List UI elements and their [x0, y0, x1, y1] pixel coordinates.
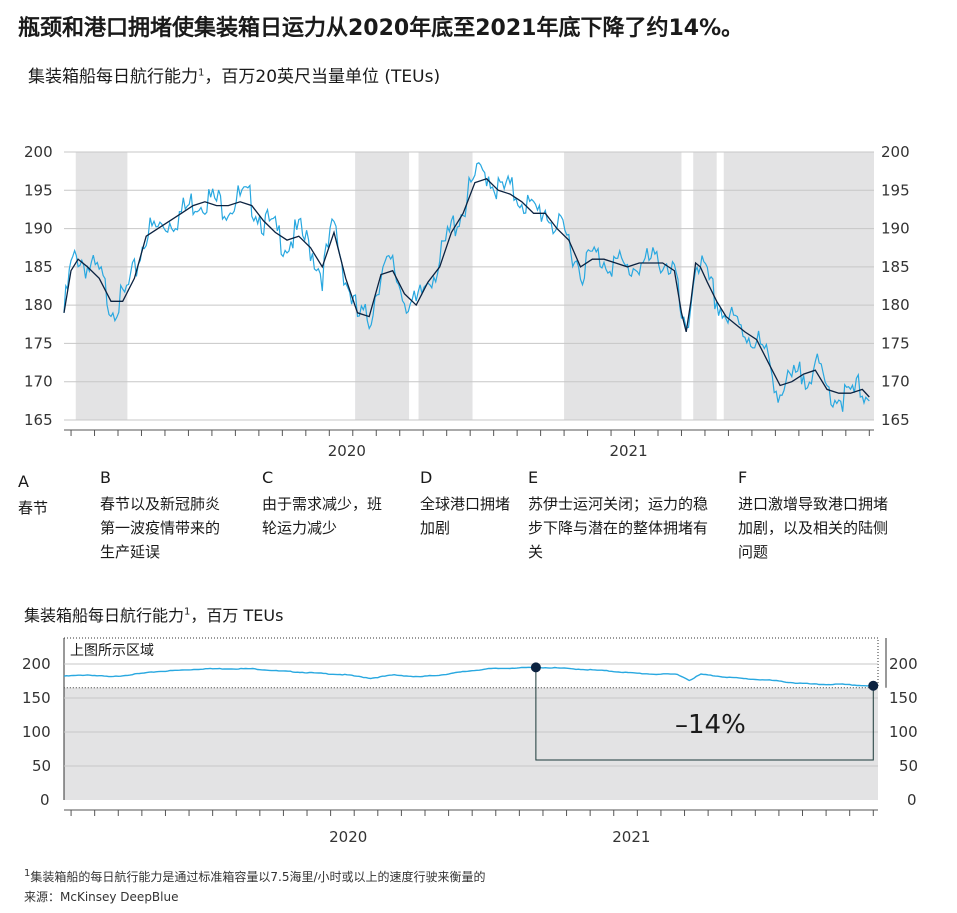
y-tick-left-150: 150 — [22, 689, 51, 707]
y-tick-left-50: 50 — [32, 757, 51, 775]
footnote: 1集装箱船的每日航行能力是通过标准箱容量以7.5海里/小时或以上的速度行驶来衡量… — [24, 868, 486, 884]
region-label: 上图所示区域 — [70, 643, 154, 659]
note-text: 苏伊士运河关闭；运力的稳步下降与潜在的整体拥堵有关 — [528, 495, 709, 561]
series-average-line — [63, 178, 870, 398]
note-text: 进口激增导致港口拥堵加剧，以及相关的陆侧问题 — [738, 495, 889, 561]
x-tick-label-2021: 2021 — [609, 442, 647, 460]
note-f: F 进口激增导致港口拥堵加剧，以及相关的陆侧问题 — [738, 466, 898, 564]
note-e: E 苏伊士运河关闭；运力的稳步下降与潜在的整体拥堵有关 — [528, 466, 713, 564]
y-tick-left-185: 185 — [24, 258, 53, 276]
note-b: B 春节以及新冠肺炎第一波疫情带来的生产延误 — [100, 466, 230, 564]
note-d: D 全球港口拥堵加剧 — [420, 466, 520, 540]
y-tick-right-200: 200 — [889, 655, 918, 673]
y-tick-right-100: 100 — [889, 723, 918, 741]
y-tick-right-50: 50 — [899, 757, 918, 775]
change-point-end — [868, 680, 879, 691]
y-tick-left-0: 0 — [40, 791, 50, 809]
note-letter: A — [18, 472, 29, 491]
y-tick-left-200: 200 — [24, 143, 53, 161]
change-bracket — [535, 667, 874, 761]
note-letter: C — [262, 468, 274, 487]
y-tick-right-0: 0 — [907, 791, 917, 809]
y-tick-left-200: 200 — [22, 655, 51, 673]
shaded-period-c — [418, 152, 473, 420]
y-tick-right-195: 195 — [881, 181, 910, 199]
note-letter: B — [100, 468, 111, 487]
note-text: 春节以及新冠肺炎第一波疫情带来的生产延误 — [100, 495, 221, 561]
y-tick-right-170: 170 — [881, 373, 910, 391]
note-text: 春节 — [18, 499, 49, 517]
note-letter: E — [528, 468, 539, 487]
x-tick-label-2020: 2020 — [328, 442, 366, 460]
y-tick-right-165: 165 — [881, 411, 910, 429]
y-tick-left-180: 180 — [24, 296, 53, 314]
change-point-start — [530, 662, 541, 673]
change-label: –14% — [675, 710, 746, 740]
shaded-period-e — [693, 152, 717, 420]
x-tick-label-2021: 2021 — [612, 828, 650, 846]
bottom-chart-subtitle: 集装箱船每日航行能力1，百万 TEUs — [24, 606, 284, 625]
y-tick-left-100: 100 — [22, 723, 51, 741]
note-letter: D — [420, 468, 433, 487]
bottom-chart: 上图所示区域 200 200 150 150 100 100 50 50 0 0 2020 2021 –1… — [22, 637, 918, 846]
shaded-period-a — [75, 152, 128, 420]
y-tick-right-200: 200 — [881, 143, 910, 161]
y-tick-left-175: 175 — [24, 334, 53, 352]
page-title: 瓶颈和港口拥堵使集装箱日运力从2020年底至2021年底下降了约14%。 — [18, 16, 744, 41]
y-tick-right-180: 180 — [881, 296, 910, 314]
note-a: A 春节 — [18, 470, 88, 520]
y-tick-right-150: 150 — [889, 689, 918, 707]
x-tick-label-2020: 2020 — [329, 828, 367, 846]
y-tick-left-165: 165 — [24, 411, 53, 429]
note-letter: F — [738, 468, 748, 487]
y-tick-right-185: 185 — [881, 258, 910, 276]
note-text: 由于需求减少，班轮运力减少 — [262, 495, 383, 537]
note-c: C 由于需求减少，班轮运力减少 — [262, 466, 392, 540]
region-highlight — [64, 664, 878, 688]
y-tick-left-170: 170 — [24, 373, 53, 391]
y-tick-right-190: 190 — [881, 220, 910, 238]
source-note: 来源：McKinsey DeepBlue — [24, 890, 179, 904]
shaded-period-d — [564, 152, 682, 420]
top-chart-subtitle: 集装箱船每日航行能力1，百万20英尺当量单位 (TEUs) — [28, 67, 441, 87]
note-text: 全球港口拥堵加剧 — [420, 495, 511, 537]
shaded-period-f — [723, 152, 874, 420]
series-daily-line — [63, 666, 874, 687]
y-tick-left-195: 195 — [24, 181, 53, 199]
series-daily-line — [63, 162, 870, 412]
top-chart: 200 200 195 195 190 190 185 185 180 180 175 175 170 1… — [24, 143, 910, 460]
y-tick-right-175: 175 — [881, 334, 910, 352]
y-tick-left-190: 190 — [24, 220, 53, 238]
